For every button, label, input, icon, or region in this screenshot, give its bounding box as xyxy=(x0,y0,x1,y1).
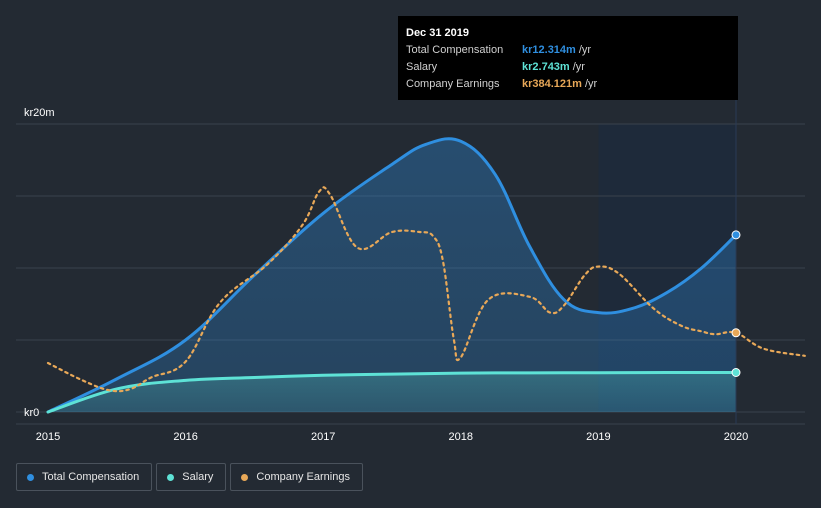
x-tick-label: 2016 xyxy=(173,431,197,443)
x-tick-label: 2017 xyxy=(311,431,335,443)
total-compensation-area xyxy=(48,138,736,412)
legend-label: Total Compensation xyxy=(42,471,140,483)
tooltip-row-value: kr384.121m xyxy=(522,78,582,90)
tooltip: Dec 31 2019 Total Compensation kr12.314m /… xyxy=(398,16,738,100)
tooltip-date: Dec 31 2019 xyxy=(406,27,469,39)
x-tick-label: 2019 xyxy=(586,431,610,443)
tooltip-row-unit: /yr xyxy=(572,61,585,73)
tooltip-row: Company Earnings kr384.121m/yr xyxy=(406,76,730,93)
y-tick-label-max: kr20m xyxy=(24,107,55,119)
total-compensation-marker xyxy=(731,230,741,240)
tooltip-row-value: kr12.314m xyxy=(522,44,576,56)
tooltip-row-value: kr2.743m xyxy=(522,61,570,73)
tooltip-row-label: Salary xyxy=(406,61,438,73)
tooltip-row: Total Compensation kr12.314m/yr xyxy=(406,42,730,59)
company-earnings-marker xyxy=(731,328,741,338)
y-tick-label-min: kr0 xyxy=(24,407,39,419)
salary-area xyxy=(48,372,736,412)
legend-dot-icon xyxy=(241,473,249,481)
salary-marker xyxy=(731,368,741,378)
tooltip-row-unit: /yr xyxy=(578,44,592,56)
tooltip-row: Salary kr2.743m/yr xyxy=(406,59,730,76)
legend-label: Salary xyxy=(182,471,214,483)
legend-item-company-earnings[interactable]: Company Earnings xyxy=(230,463,363,491)
x-tick-label: 2020 xyxy=(724,431,748,443)
company-earnings-line[interactable] xyxy=(46,186,806,393)
salary-line[interactable] xyxy=(46,371,738,414)
x-axis: 2015 2016 2017 2018 2019 2020 xyxy=(36,431,748,443)
tooltip-row-label: Total Compensation xyxy=(406,44,504,56)
legend-item-total-compensation[interactable]: Total Compensation xyxy=(16,463,153,491)
legend: Total Compensation Salary Company Earnings xyxy=(16,463,363,491)
x-tick-label: 2015 xyxy=(36,431,60,443)
legend-label: Company Earnings xyxy=(256,471,350,483)
total-compensation-line[interactable] xyxy=(46,137,738,414)
legend-item-salary[interactable]: Salary xyxy=(156,463,227,491)
tooltip-row-unit: /yr xyxy=(584,78,598,90)
tooltip-row-label: Company Earnings xyxy=(406,78,500,90)
legend-dot-icon xyxy=(27,473,34,481)
x-tick-label: 2018 xyxy=(449,431,473,443)
legend-dot-icon xyxy=(167,473,175,481)
